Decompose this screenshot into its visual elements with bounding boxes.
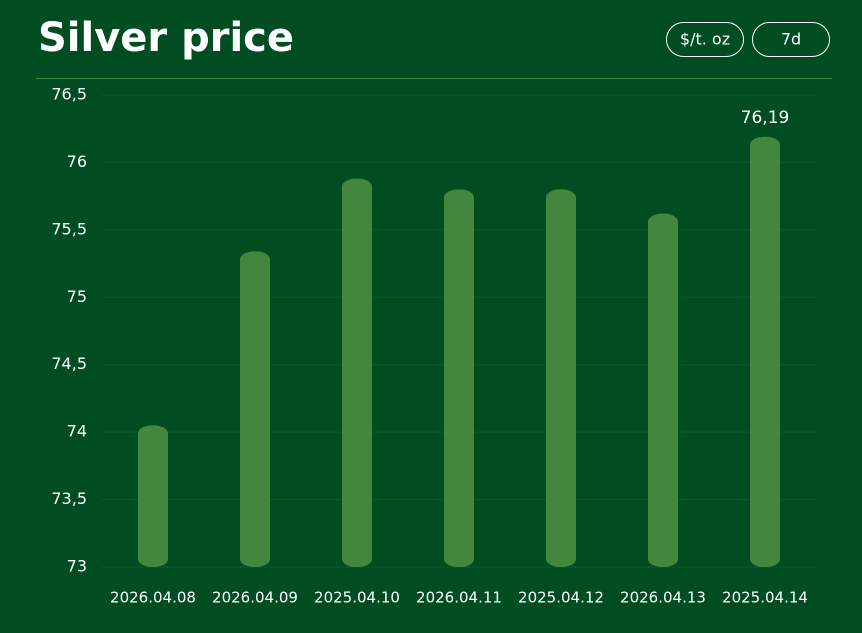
bar xyxy=(138,425,168,567)
y-tick-label: 73 xyxy=(67,557,87,576)
x-tick-label: 2026.04.08 xyxy=(110,589,196,607)
bar xyxy=(444,189,474,567)
y-tick-label: 74 xyxy=(67,422,87,441)
x-tick-label: 2025.04.10 xyxy=(314,589,400,607)
x-tick-label: 2025.04.14 xyxy=(722,589,808,607)
bar xyxy=(342,178,372,567)
y-tick-label: 76,5 xyxy=(51,85,87,104)
unit-button-label[interactable]: $/t. oz xyxy=(680,30,730,49)
bar xyxy=(750,136,780,567)
bar xyxy=(648,213,678,567)
period-button[interactable] xyxy=(752,22,830,57)
x-tick-label: 2026.04.11 xyxy=(416,589,502,607)
period-button-label[interactable]: 7d xyxy=(781,30,801,49)
x-tick-label: 2026.04.13 xyxy=(620,589,706,607)
bar xyxy=(546,189,576,567)
x-tick-label: 2025.04.12 xyxy=(518,589,604,607)
chart-title: Silver price xyxy=(38,15,294,61)
y-tick-label: 76 xyxy=(67,152,87,171)
y-tick-label: 75 xyxy=(67,287,87,306)
y-tick-label: 73,5 xyxy=(51,489,87,508)
x-tick-label: 2026.04.09 xyxy=(212,589,298,607)
y-tick-label: 75,5 xyxy=(51,219,87,238)
y-tick-label: 74,5 xyxy=(51,354,87,373)
value-label: 76,19 xyxy=(741,108,790,128)
unit-button[interactable] xyxy=(666,22,744,57)
bar xyxy=(240,251,270,568)
